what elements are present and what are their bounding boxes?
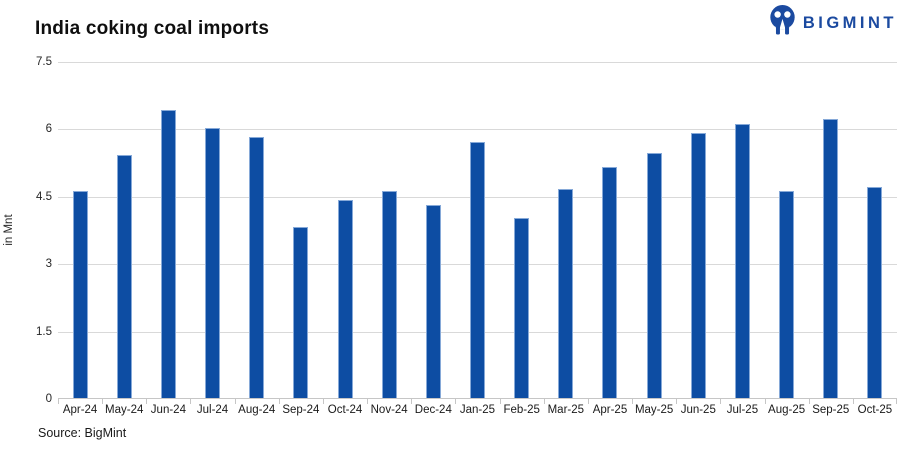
bar-column-Sep-25 (809, 119, 853, 398)
bigmint-m-icon (769, 5, 796, 41)
x-tick-label: Sep-24 (282, 404, 320, 416)
y-tick-label: 1.5 (36, 325, 52, 338)
bar-column-Apr-24 (58, 191, 102, 398)
y-tick-label: 4.5 (36, 190, 52, 203)
y-tick-label: 6 (45, 123, 52, 136)
x-axis-tick (58, 399, 59, 404)
bar-Feb-25 (514, 218, 530, 398)
bar-May-25 (646, 153, 662, 398)
x-tick-label: Sep-25 (812, 404, 850, 416)
x-axis-tick (676, 399, 678, 404)
bar-Aug-25 (779, 191, 795, 398)
x-tick-label: Jun-25 (680, 404, 716, 416)
x-tick-label: Aug-24 (238, 404, 276, 416)
bar-May-24 (116, 155, 132, 398)
bar-Sep-25 (823, 119, 839, 398)
x-axis-tick (234, 399, 236, 404)
bar-Jun-24 (160, 110, 176, 398)
x-tick-label: Apr-25 (592, 404, 628, 416)
bar-column-Dec-24 (411, 204, 455, 398)
x-tick-label: May-25 (634, 404, 674, 416)
x-axis-tick (852, 399, 854, 404)
x-tick-label: Feb-25 (503, 404, 540, 416)
bar-column-Jan-25 (455, 141, 499, 398)
bar-Oct-25 (867, 186, 883, 398)
x-axis-tick (632, 399, 634, 404)
x-axis-tick (190, 399, 192, 404)
bar-column-Jul-24 (190, 128, 234, 398)
bar-column-May-24 (102, 155, 146, 398)
bar-Jan-25 (469, 141, 485, 398)
x-tick-label: Jul-25 (726, 404, 759, 416)
bar-column-Oct-25 (853, 186, 897, 398)
bar-Nov-24 (381, 191, 397, 398)
x-tick-label: Apr-24 (62, 404, 98, 416)
x-tick-label: Nov-24 (370, 404, 408, 416)
bar-Apr-25 (602, 166, 618, 398)
bar-column-Jul-25 (720, 123, 764, 398)
plot-area (58, 62, 897, 404)
bar-column-Feb-25 (500, 218, 544, 398)
x-axis-tick (102, 399, 104, 404)
bar-Jun-25 (690, 132, 706, 398)
source-note: Source: BigMint (38, 426, 127, 440)
bar-column-Jun-24 (146, 110, 190, 398)
bar-Mar-25 (558, 189, 574, 398)
x-axis-tick (455, 399, 457, 404)
bar-Apr-24 (72, 191, 88, 398)
gridline (58, 62, 897, 63)
x-axis-tick (411, 399, 413, 404)
x-tick-label: Oct-24 (327, 404, 363, 416)
bigmint-logo-text: BIGMINT (802, 13, 897, 32)
bar-column-Mar-25 (544, 189, 588, 398)
x-axis-tick (278, 399, 280, 404)
bar-column-Aug-25 (765, 191, 809, 398)
x-tick-label: Oct-25 (857, 404, 893, 416)
bigmint-logo: BIGMINT (769, 5, 897, 41)
x-axis-tick (499, 399, 501, 404)
bar-column-May-25 (632, 153, 676, 398)
x-axis-tick (587, 399, 589, 404)
y-tick-label: 0 (45, 393, 52, 405)
x-axis-tick (146, 399, 148, 404)
gridline (58, 129, 897, 131)
x-axis-tick (543, 399, 545, 404)
x-axis-tick (896, 399, 897, 404)
x-tick-label: Mar-25 (547, 404, 585, 416)
bar-Dec-24 (425, 204, 441, 398)
chart-title: India coking coal imports (35, 18, 270, 39)
x-axis-tick (808, 399, 810, 404)
y-tick-label: 7.5 (36, 56, 52, 68)
bar-column-Oct-24 (323, 200, 367, 398)
bar-Jul-25 (734, 123, 750, 398)
x-tick-label: May-24 (105, 404, 144, 416)
y-tick-label: 3 (45, 258, 52, 271)
bar-Aug-24 (249, 137, 265, 398)
bar-Jul-24 (205, 128, 221, 398)
x-tick-label: Jun-24 (150, 404, 186, 416)
x-axis-tick (322, 399, 324, 404)
bar-column-Nov-24 (367, 191, 411, 398)
x-tick-label: Jan-25 (459, 404, 496, 416)
bar-Sep-24 (293, 227, 309, 398)
bar-column-Jun-25 (676, 132, 720, 398)
x-axis-tick (720, 399, 722, 404)
x-tick-label: Jul-24 (196, 404, 229, 416)
x-axis-tick (367, 399, 369, 404)
bar-column-Sep-24 (279, 227, 323, 398)
x-tick-label: Aug-25 (768, 404, 806, 416)
x-tick-label: Dec-24 (414, 404, 452, 416)
bar-Oct-24 (337, 200, 353, 398)
x-axis-tick (764, 399, 766, 404)
bar-column-Apr-25 (588, 166, 632, 398)
bar-column-Aug-24 (235, 137, 279, 398)
